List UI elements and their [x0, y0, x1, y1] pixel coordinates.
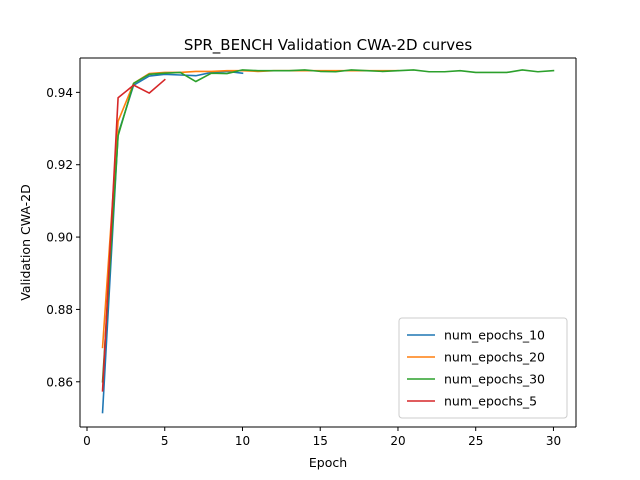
- legend-box: [398, 317, 568, 419]
- x-tick-label: 25: [468, 434, 483, 448]
- series-layer: [101, 69, 555, 414]
- series-line-num_epochs_5: [101, 78, 166, 392]
- x-axis-label: Epoch: [309, 455, 347, 470]
- y-tick-label: 0.88: [46, 303, 73, 317]
- y-tick-label: 0.90: [46, 231, 73, 245]
- chart-title: SPR_BENCH Validation CWA-2D curves: [184, 36, 473, 55]
- x-tick-label: 10: [235, 434, 250, 448]
- legend-label: num_epochs_20: [444, 350, 545, 365]
- y-tick-label: 0.86: [46, 375, 73, 389]
- x-tick-label: 15: [313, 434, 328, 448]
- axes-frame: [79, 57, 577, 428]
- legend-label: num_epochs_10: [444, 328, 545, 343]
- y-tick-label: 0.92: [46, 158, 73, 172]
- legend-label: num_epochs_30: [444, 372, 545, 387]
- y-axis-label: Validation CWA-2D: [18, 184, 33, 300]
- x-tick-label: 0: [83, 434, 91, 448]
- series-line-num_epochs_30: [101, 69, 555, 383]
- x-tick-label: 20: [390, 434, 405, 448]
- x-ticks: 0 5 10 15 20 25 30: [83, 427, 561, 448]
- legend-label: num_epochs_5: [444, 394, 537, 409]
- y-tick-label: 0.94: [46, 86, 73, 100]
- legend: num_epochs_10 num_epochs_20 num_epochs_30n…: [398, 317, 568, 419]
- y-ticks: 0.86 0.88 0.90 0.92 0.94: [46, 86, 80, 389]
- x-tick-label: 30: [546, 434, 561, 448]
- x-tick-label: 5: [161, 434, 169, 448]
